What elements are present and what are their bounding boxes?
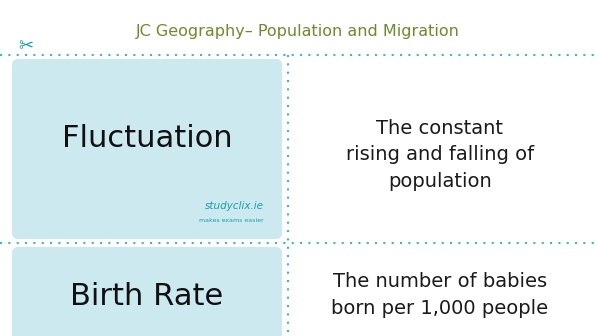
FancyBboxPatch shape	[12, 247, 282, 336]
Text: JC Geography– Population and Migration: JC Geography– Population and Migration	[136, 24, 459, 39]
Text: ✂: ✂	[18, 37, 33, 55]
Text: The constant
rising and falling of
population: The constant rising and falling of popul…	[346, 119, 534, 191]
Text: makes exams easier: makes exams easier	[199, 218, 264, 223]
Text: The number of babies
born per 1,000 people: The number of babies born per 1,000 peop…	[331, 272, 549, 318]
Text: Birth Rate: Birth Rate	[70, 282, 224, 311]
Text: Fluctuation: Fluctuation	[62, 124, 232, 154]
Text: studyclix.ie: studyclix.ie	[205, 201, 264, 211]
FancyBboxPatch shape	[12, 59, 282, 239]
